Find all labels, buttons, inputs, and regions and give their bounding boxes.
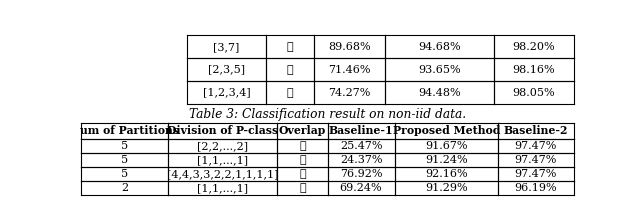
- Text: [2,2,...,2]: [2,2,...,2]: [197, 141, 248, 151]
- Text: 24.37%: 24.37%: [340, 155, 382, 165]
- Text: [1,1,...,1]: [1,1,...,1]: [197, 155, 248, 165]
- Text: ✗: ✗: [287, 65, 294, 75]
- Text: ✗: ✗: [287, 88, 294, 98]
- Text: 98.20%: 98.20%: [513, 42, 555, 52]
- Text: 2: 2: [121, 183, 129, 193]
- Text: 94.68%: 94.68%: [418, 42, 461, 52]
- Text: ✗: ✗: [287, 42, 294, 52]
- Text: [3,7]: [3,7]: [213, 42, 239, 52]
- Text: Table 3: Classification result on non-iid data.: Table 3: Classification result on non-ii…: [189, 108, 467, 121]
- Text: 97.47%: 97.47%: [515, 155, 557, 165]
- Text: 97.47%: 97.47%: [515, 169, 557, 179]
- Text: 91.29%: 91.29%: [425, 183, 468, 193]
- Text: 74.27%: 74.27%: [328, 88, 371, 98]
- Text: Baseline-1: Baseline-1: [329, 125, 394, 136]
- Text: 89.68%: 89.68%: [328, 42, 371, 52]
- Text: 94.48%: 94.48%: [418, 88, 461, 98]
- Text: ✓: ✓: [299, 141, 306, 151]
- Text: [4,4,3,3,2,2,1,1,1,1]: [4,4,3,3,2,2,1,1,1,1]: [167, 169, 278, 179]
- Text: 92.16%: 92.16%: [425, 169, 468, 179]
- Text: [1,2,3,4]: [1,2,3,4]: [203, 88, 250, 98]
- Text: Proposed Method: Proposed Method: [392, 125, 500, 136]
- Text: 5: 5: [121, 169, 129, 179]
- Text: ✗: ✗: [299, 183, 306, 193]
- Text: 91.24%: 91.24%: [425, 155, 468, 165]
- Text: 98.16%: 98.16%: [513, 65, 555, 75]
- Text: 97.47%: 97.47%: [515, 141, 557, 151]
- Text: 76.92%: 76.92%: [340, 169, 382, 179]
- Text: [2,3,5]: [2,3,5]: [208, 65, 245, 75]
- Text: Overlap: Overlap: [278, 125, 326, 136]
- Text: Division of P-class: Division of P-class: [167, 125, 278, 136]
- Text: ✓: ✓: [299, 169, 306, 179]
- Text: 5: 5: [121, 141, 129, 151]
- Text: 5: 5: [121, 155, 129, 165]
- Text: 25.47%: 25.47%: [340, 141, 382, 151]
- Text: 93.65%: 93.65%: [418, 65, 461, 75]
- Text: ✗: ✗: [299, 155, 306, 165]
- Text: 91.67%: 91.67%: [425, 141, 468, 151]
- Text: 96.19%: 96.19%: [515, 183, 557, 193]
- Text: [1,1,...,1]: [1,1,...,1]: [197, 183, 248, 193]
- Text: 71.46%: 71.46%: [328, 65, 371, 75]
- Text: 98.05%: 98.05%: [513, 88, 555, 98]
- Text: 69.24%: 69.24%: [340, 183, 382, 193]
- Text: Num of Partitions: Num of Partitions: [70, 125, 179, 136]
- Text: Baseline-2: Baseline-2: [504, 125, 568, 136]
